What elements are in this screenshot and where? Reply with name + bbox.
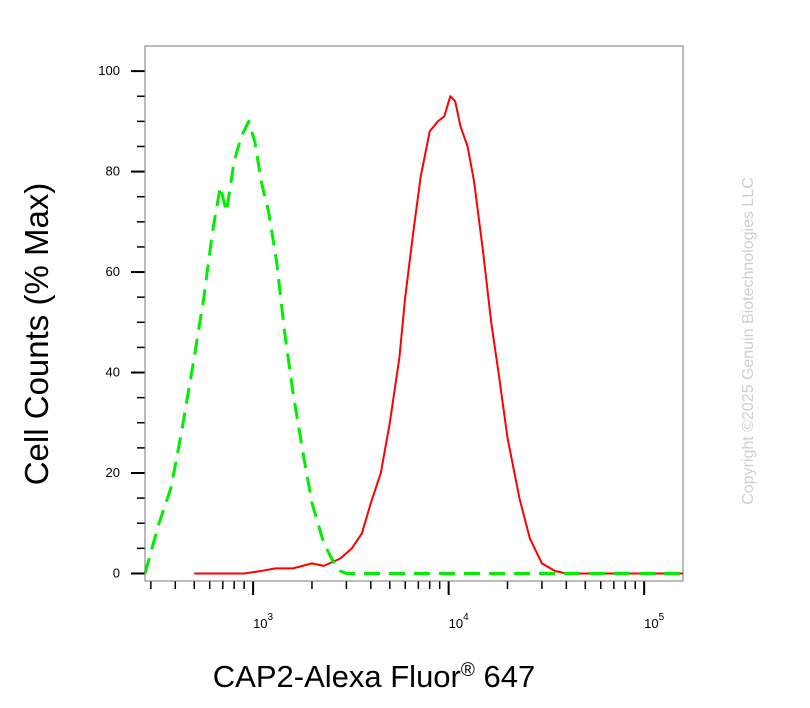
x-tick-base: 10 [644,616,658,631]
plot-frame [144,45,684,582]
x-axis-title-registered: ® [461,660,475,681]
x-tick-exponent: 3 [268,612,274,623]
x-tick-label: 105 [644,612,664,631]
control-series-line [143,119,683,575]
x-tick-base: 10 [449,616,463,631]
y-tick-label: 0 [113,565,120,580]
series-layer [143,95,683,575]
y-tick-label: 80 [106,164,120,179]
y-tick-label: 20 [106,465,120,480]
sample-series-line [194,95,683,575]
y-tick-label: 40 [106,365,120,380]
x-tick-exponent: 5 [659,612,665,623]
y-axis-title: Cell Counts (% Max) [18,183,55,486]
x-axis-title-suffix: 647 [475,659,535,694]
y-tick-label: 60 [106,264,120,279]
x-tick-exponent: 4 [463,612,469,623]
x-tick-base: 10 [253,616,267,631]
x-axis-title-main: CAP2-Alexa Fluor [213,659,461,694]
y-axis: 0 20 40 60 80 100 [98,63,145,580]
x-axis-title: CAP2-Alexa Fluor® 647 [213,659,535,694]
copyright-watermark: Copyright ©2025 Genuin Biotechnologies L… [740,177,757,505]
x-tick-label: 103 [253,612,273,631]
x-tick-label: 104 [449,612,469,631]
x-axis: 103 104 105 [150,581,665,631]
y-tick-label: 100 [98,63,120,78]
